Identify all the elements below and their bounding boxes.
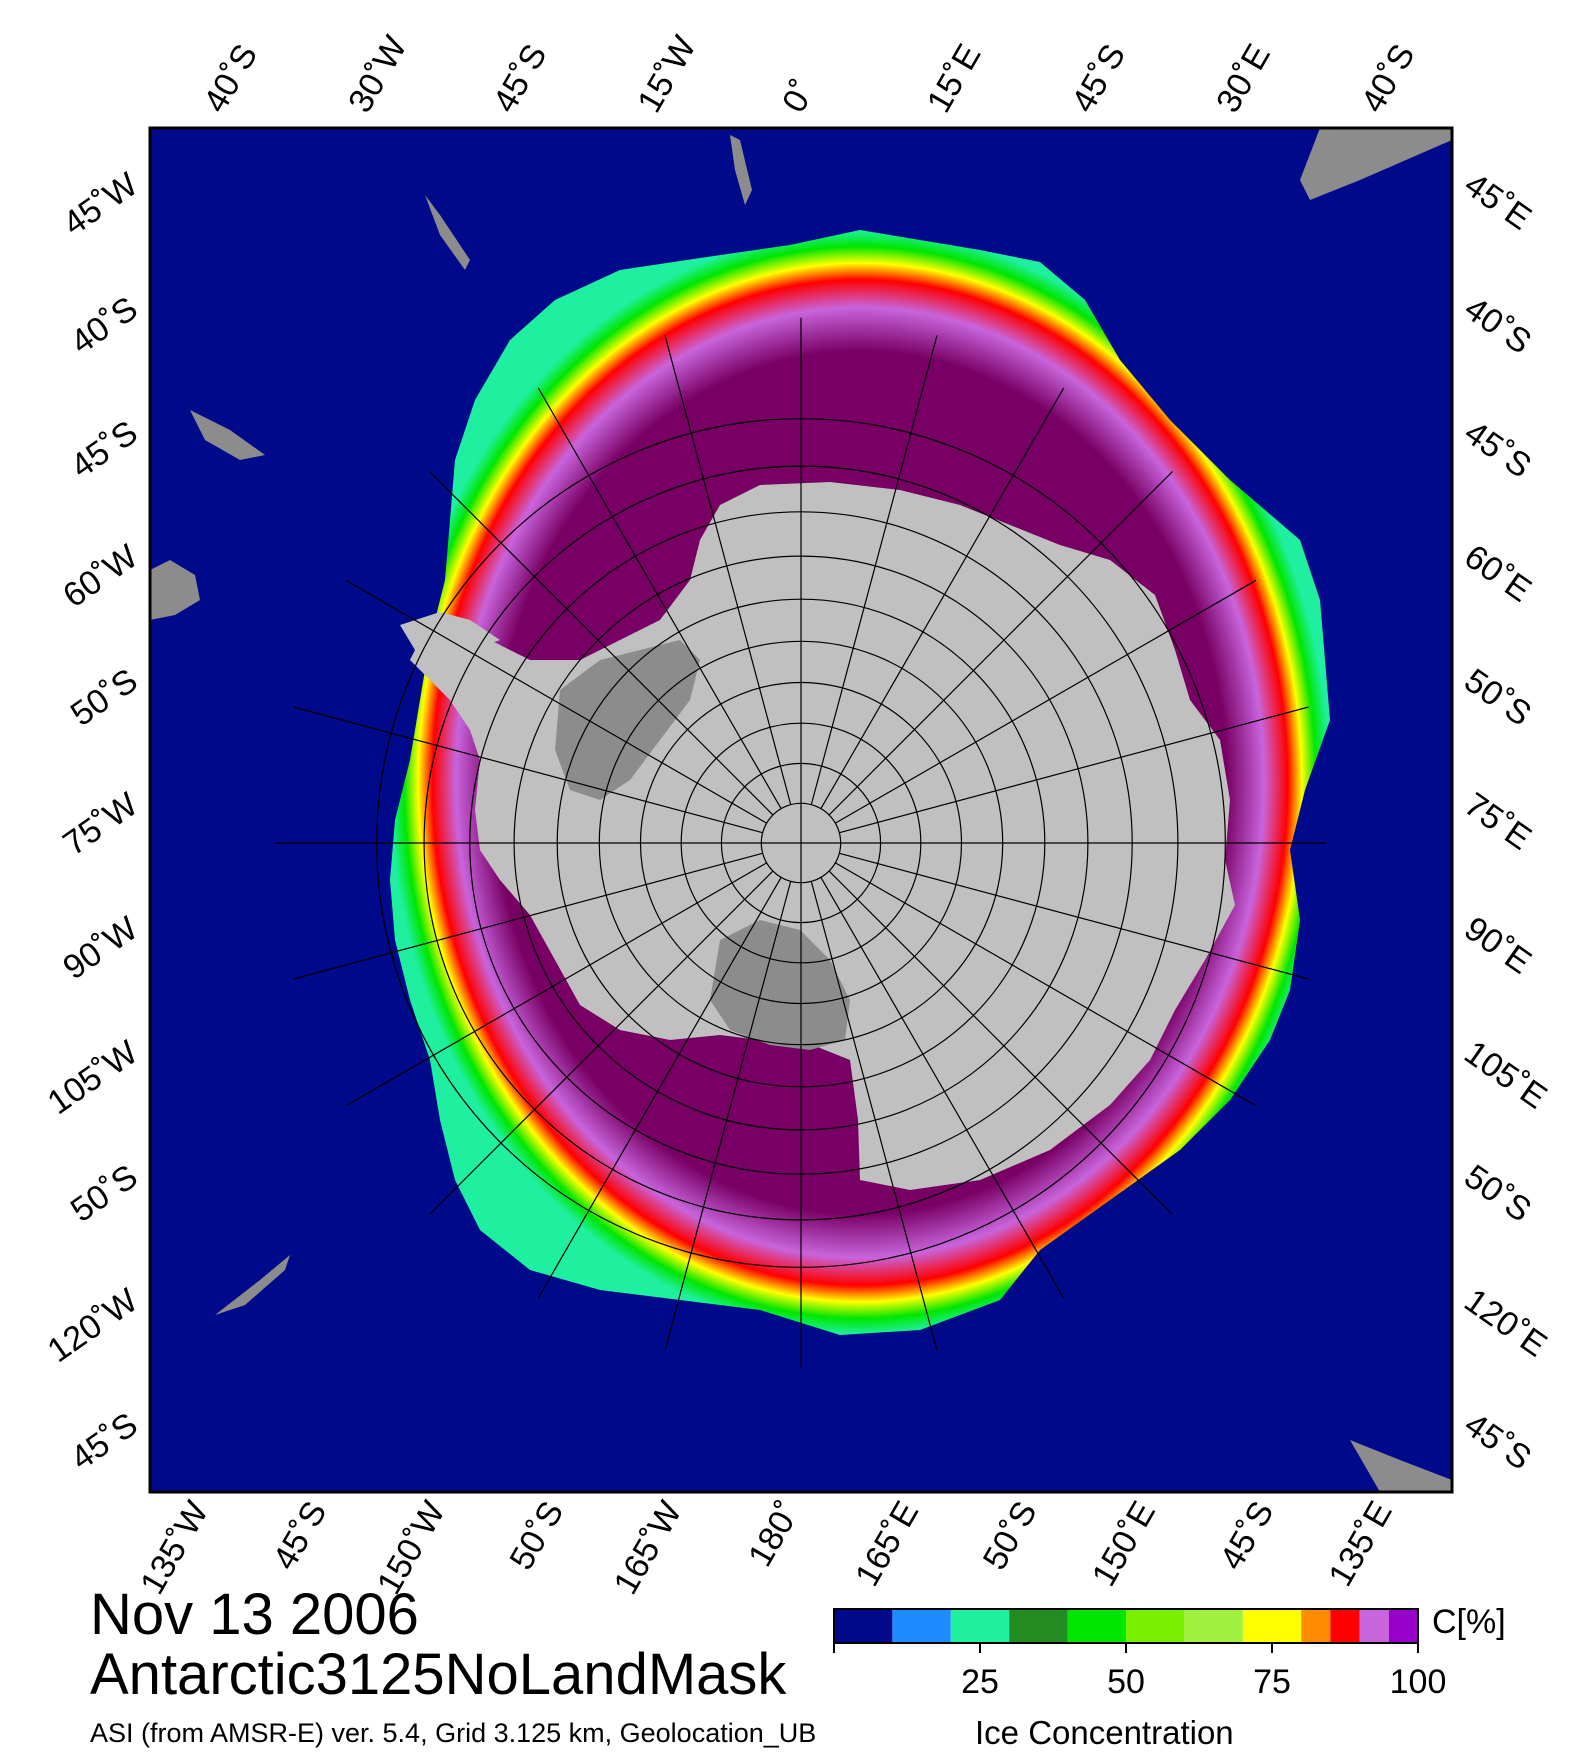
colorbar-tick-label: 25 <box>961 1663 999 1701</box>
right-edge-label: 45˚S <box>1457 1405 1538 1477</box>
meridian-line <box>293 706 763 834</box>
top-edge-label: 15˚E <box>920 38 989 119</box>
colorbar-bin <box>1242 1609 1302 1643</box>
colorbar-tick-label: 50 <box>1107 1663 1145 1701</box>
top-edge-label: 30˚E <box>1209 38 1278 119</box>
colorbar-bin <box>1330 1609 1360 1643</box>
meridian-line <box>835 579 1257 824</box>
right-edge-label: 105˚E <box>1457 1033 1553 1116</box>
island-land <box>730 135 752 205</box>
south-america-land <box>150 560 200 620</box>
top-edge-label: 15˚W <box>630 30 704 119</box>
left-edge-label: 50˚S <box>64 1157 145 1229</box>
bottom-edge-label: 50˚S <box>502 1495 571 1576</box>
meridian-line <box>664 335 792 805</box>
colorbar-tick-label: 100 <box>1390 1663 1447 1701</box>
colorbar-tick-label: 75 <box>1253 1663 1291 1701</box>
right-edge-label: 45˚E <box>1457 165 1538 237</box>
top-edge-label: 45˚S <box>1064 38 1133 119</box>
top-edge-label: 30˚W <box>341 30 415 119</box>
colorbar-bin <box>1067 1609 1126 1643</box>
colorbar-bin <box>834 1609 893 1643</box>
source-line: ASI (from AMSR-E) ver. 5.4, Grid 3.125 k… <box>90 1718 817 1748</box>
colorbar-bin <box>1184 1609 1243 1643</box>
antarctic-peninsula <box>400 612 500 660</box>
left-edge-label: 50˚S <box>64 661 145 733</box>
colorbar-bin <box>1359 1609 1389 1643</box>
colorbar-bin <box>1301 1609 1331 1643</box>
meridian-line <box>828 870 1173 1215</box>
bottom-edge-label: 45˚S <box>266 1495 335 1576</box>
island-land <box>425 195 470 270</box>
left-edge-label: 120˚W <box>41 1281 145 1370</box>
top-edge-label: 40˚S <box>196 38 265 119</box>
right-edge-label: 50˚S <box>1457 661 1538 733</box>
graticule <box>275 317 1327 1369</box>
right-edge-label: 50˚S <box>1457 1157 1538 1229</box>
bottom-edge-label: 150˚E <box>1085 1495 1163 1593</box>
bottom-edge-label: 50˚S <box>976 1495 1045 1576</box>
meridian-line <box>820 877 1065 1299</box>
colorbar-bin <box>950 1609 1010 1643</box>
meridian-line <box>293 852 763 980</box>
left-edge-label: 90˚W <box>56 909 144 987</box>
right-edge-label: 90˚E <box>1457 909 1538 981</box>
left-edge-label: 75˚W <box>56 785 144 863</box>
bottom-edge-label: 135˚E <box>1321 1495 1399 1593</box>
meridian-line <box>810 881 938 1351</box>
right-edge-label: 75˚E <box>1457 785 1538 857</box>
colorbar-bin <box>1009 1609 1068 1643</box>
meridian-line <box>664 881 792 1351</box>
top-edge-label: 0˚ <box>775 74 823 119</box>
meridian-line <box>839 706 1309 834</box>
meridian-line <box>345 862 767 1107</box>
ronne-filchner-ice-shelf <box>555 640 700 800</box>
left-edge-label: 45˚S <box>64 413 145 485</box>
meridian-line <box>429 471 774 816</box>
legend-title: Ice Concentration <box>975 1714 1234 1751</box>
bottom-edge-label: 165˚W <box>607 1495 690 1601</box>
colorbar-bin <box>1126 1609 1185 1643</box>
meridian-line <box>345 579 767 824</box>
meridian-line <box>537 877 782 1299</box>
legend-unit: C[%] <box>1432 1603 1506 1641</box>
meridian-line <box>820 387 1065 809</box>
meridian-line <box>835 862 1257 1107</box>
left-edge-label: 105˚W <box>41 1033 145 1122</box>
map-frame <box>148 126 1454 1494</box>
bottom-edge-label: 45˚S <box>1213 1495 1282 1576</box>
meridian-line <box>429 870 774 1215</box>
top-edge-label: 45˚S <box>486 38 555 119</box>
ross-ice-shelf <box>710 920 850 1050</box>
bottom-edge-label: 180˚ <box>741 1495 808 1573</box>
right-edge-label: 40˚S <box>1457 289 1538 361</box>
right-edge-label: 60˚E <box>1457 537 1538 609</box>
colorbar-bin <box>892 1609 951 1643</box>
meridian-line <box>537 387 782 809</box>
left-edge-label: 45˚W <box>56 165 144 243</box>
australia-land <box>1350 1440 1452 1492</box>
island-land <box>190 410 265 460</box>
africa-land <box>1300 128 1452 200</box>
right-edge-label: 45˚S <box>1457 413 1538 485</box>
meridian-line <box>810 335 938 805</box>
date-title: Nov 13 2006 <box>90 1582 419 1647</box>
meridian-line <box>839 852 1309 980</box>
meridian-line <box>828 471 1173 816</box>
colorbar-bin <box>1388 1609 1418 1643</box>
bottom-edge-label: 165˚E <box>848 1495 926 1593</box>
left-edge-label: 60˚W <box>56 537 144 615</box>
top-edge-label: 40˚S <box>1354 38 1423 119</box>
colorbar: 25 50 75 100 <box>833 1608 1447 1701</box>
right-edge-label: 120˚E <box>1457 1281 1553 1364</box>
left-edge-label: 40˚S <box>64 289 145 361</box>
dataset-title: Antarctic3125NoLandMask <box>90 1642 787 1707</box>
left-edge-label: 45˚S <box>64 1405 145 1477</box>
